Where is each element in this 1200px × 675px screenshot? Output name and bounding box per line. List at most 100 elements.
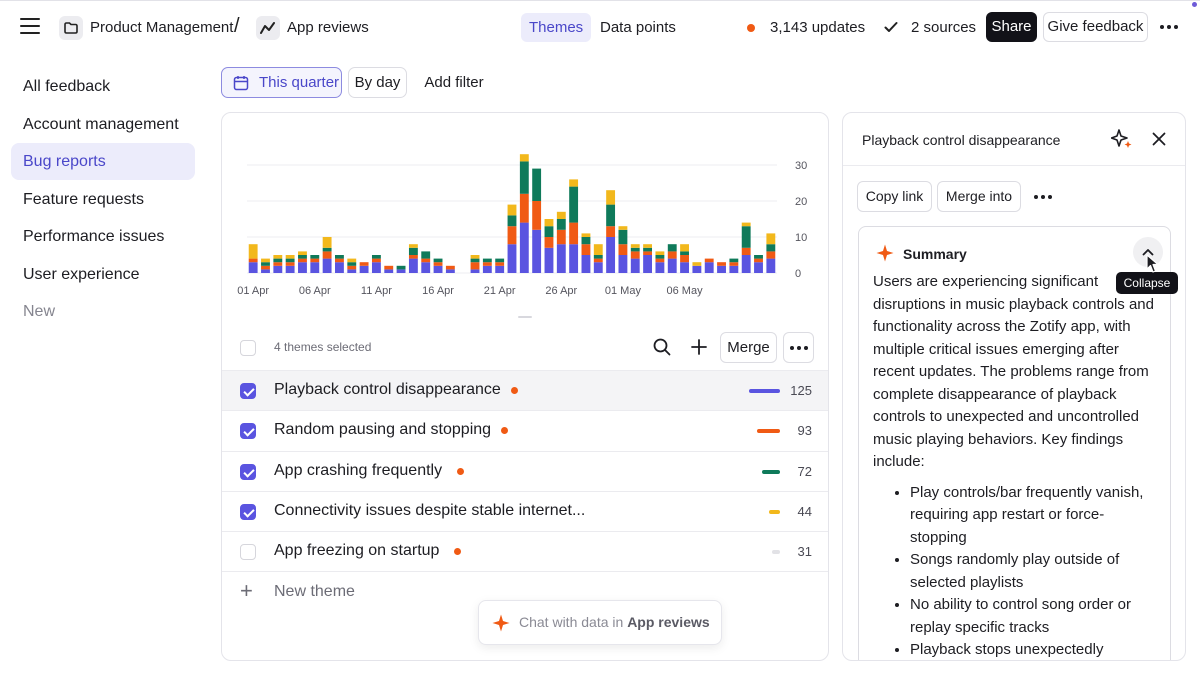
bar-segment[interactable]	[335, 258, 344, 263]
bar-segment[interactable]	[741, 247, 751, 255]
theme-row[interactable]: App crashing frequently 72	[222, 450, 828, 491]
bar-segment[interactable]	[667, 251, 677, 259]
date-range-filter[interactable]: This quarter	[221, 67, 342, 98]
bar-segment[interactable]	[593, 258, 603, 263]
bar-segment[interactable]	[569, 186, 579, 223]
theme-name[interactable]: App freezing on startup	[274, 542, 440, 560]
bar-segment[interactable]	[285, 258, 295, 263]
bar-segment[interactable]	[359, 262, 369, 266]
theme-checkbox[interactable]	[240, 503, 256, 520]
bar-segment[interactable]	[298, 262, 307, 273]
tab-data-points[interactable]: Data points	[600, 19, 676, 36]
theme-name[interactable]: Connectivity issues despite stable inter…	[274, 501, 586, 519]
bar-segment[interactable]	[285, 255, 295, 259]
updates-count[interactable]: 3,143 updates	[770, 19, 866, 36]
bar-segment[interactable]	[532, 201, 542, 230]
bar-segment[interactable]	[285, 262, 295, 266]
theme-row[interactable]: Random pausing and stopping 93	[222, 410, 828, 450]
bar-segment[interactable]	[347, 265, 357, 270]
bar-segment[interactable]	[643, 255, 653, 273]
bar-segment[interactable]	[741, 222, 751, 227]
bar-segment[interactable]	[532, 229, 542, 273]
theme-row[interactable]: Playback control disappearance 125	[222, 370, 828, 410]
bar-segment[interactable]	[445, 265, 455, 270]
bar-segment[interactable]	[704, 258, 714, 263]
bar-segment[interactable]	[261, 265, 270, 270]
bar-segment[interactable]	[261, 269, 270, 273]
theme-row[interactable]: Connectivity issues despite stable inter…	[222, 490, 828, 531]
sidebar-item-user-experience[interactable]: User experience	[23, 266, 140, 283]
bar-segment[interactable]	[359, 265, 369, 273]
bar-segment[interactable]	[692, 262, 702, 266]
bar-segment[interactable]	[766, 233, 776, 245]
merge-button[interactable]: Merge	[720, 332, 777, 363]
bar-segment[interactable]	[655, 258, 665, 263]
bar-segment[interactable]	[273, 265, 283, 273]
theme-checkbox[interactable]	[240, 423, 256, 440]
bar-segment[interactable]	[285, 265, 295, 273]
theme-checkbox[interactable]	[240, 383, 256, 399]
bar-segment[interactable]	[606, 204, 616, 227]
bar-segment[interactable]	[371, 258, 381, 263]
bar-segment[interactable]	[482, 265, 492, 273]
theme-row[interactable]: App freezing on startup 31	[222, 531, 828, 571]
bar-segment[interactable]	[322, 247, 332, 252]
bar-segment[interactable]	[717, 265, 726, 273]
bar-segment[interactable]	[470, 262, 480, 270]
bar-segment[interactable]	[421, 262, 431, 273]
bar-segment[interactable]	[556, 229, 566, 245]
bar-segment[interactable]	[248, 262, 258, 273]
bar-segment[interactable]	[741, 226, 751, 248]
bar-segment[interactable]	[606, 237, 616, 273]
share-button[interactable]: Share	[986, 12, 1037, 42]
bar-segment[interactable]	[630, 247, 640, 252]
granularity-filter[interactable]: By day	[348, 67, 407, 98]
bar-segment[interactable]	[544, 237, 554, 248]
bar-segment[interactable]	[556, 244, 566, 273]
bar-segment[interactable]	[482, 262, 492, 266]
bar-segment[interactable]	[618, 229, 628, 245]
breadcrumb-product-management[interactable]: Product Management	[90, 19, 234, 36]
merge-into-button[interactable]: Merge into	[937, 181, 1021, 212]
search-icon[interactable]	[650, 335, 674, 359]
bar-segment[interactable]	[569, 179, 579, 187]
bar-segment[interactable]	[519, 161, 529, 194]
bar-segment[interactable]	[556, 219, 566, 230]
bar-segment[interactable]	[273, 258, 283, 263]
theme-checkbox[interactable]	[240, 463, 256, 480]
bar-segment[interactable]	[347, 258, 357, 263]
bar-segment[interactable]	[643, 244, 653, 248]
bar-segment[interactable]	[261, 262, 270, 266]
bar-segment[interactable]	[630, 258, 640, 273]
bar-segment[interactable]	[729, 262, 739, 266]
bar-segment[interactable]	[618, 244, 628, 255]
bar-segment[interactable]	[248, 244, 258, 259]
give-feedback-button[interactable]: Give feedback	[1043, 12, 1148, 42]
sidebar-item-feature-requests[interactable]: Feature requests	[23, 191, 144, 208]
bar-segment[interactable]	[335, 255, 344, 259]
sidebar-item-new[interactable]: New	[23, 303, 56, 320]
bar-segment[interactable]	[371, 262, 381, 273]
bar-segment[interactable]	[470, 255, 480, 259]
bar-segment[interactable]	[569, 222, 579, 245]
bar-segment[interactable]	[433, 265, 443, 273]
bar-segment[interactable]	[606, 226, 616, 237]
bar-segment[interactable]	[680, 244, 689, 252]
more-options-icon[interactable]	[1034, 195, 1052, 199]
theme-name[interactable]: App crashing frequently	[274, 461, 443, 479]
bar-segment[interactable]	[692, 265, 702, 273]
bar-segment[interactable]	[495, 262, 505, 266]
bar-segment[interactable]	[396, 269, 406, 273]
bar-segment[interactable]	[593, 262, 603, 273]
add-filter-button[interactable]: Add filter	[424, 74, 484, 91]
bar-segment[interactable]	[322, 258, 332, 273]
bar-segment[interactable]	[569, 244, 579, 273]
bar-segment[interactable]	[433, 262, 443, 266]
bar-segment[interactable]	[322, 237, 332, 248]
bar-segment[interactable]	[704, 262, 714, 273]
bar-segment[interactable]	[655, 255, 665, 259]
bar-segment[interactable]	[667, 258, 677, 273]
resize-handle[interactable]	[518, 316, 532, 318]
bar-segment[interactable]	[298, 258, 307, 263]
bar-segment[interactable]	[310, 262, 320, 273]
